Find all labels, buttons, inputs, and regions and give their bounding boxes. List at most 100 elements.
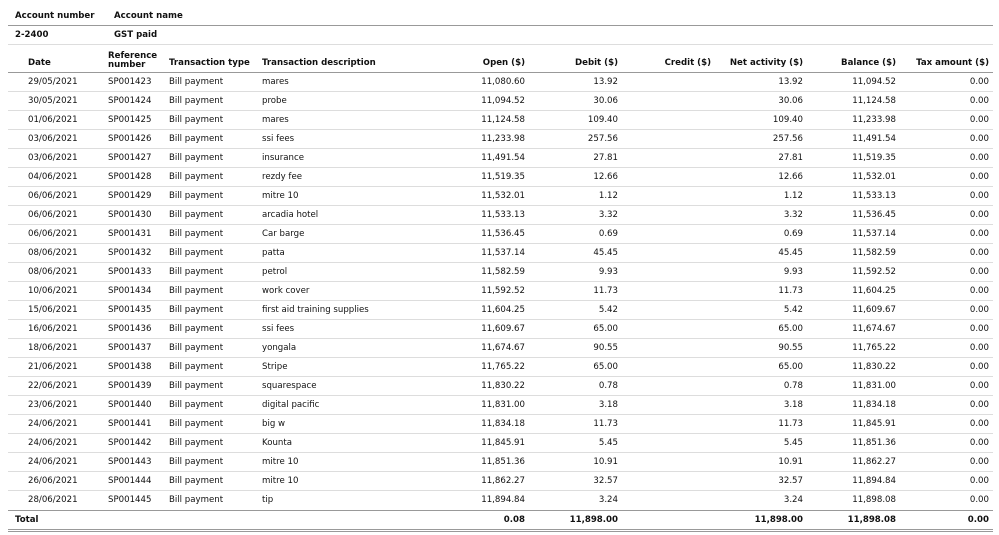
cell: 11,898.08 — [852, 495, 896, 505]
cell: 0.00 — [969, 115, 989, 125]
cell: 0.00 — [969, 343, 989, 353]
total-cell: 11,898.00 — [569, 515, 618, 525]
cell: Kounta — [262, 438, 292, 448]
rule — [8, 91, 993, 92]
cell: mares — [262, 115, 289, 125]
cell: 11,592.52 — [481, 286, 525, 296]
cell: Bill payment — [169, 115, 224, 125]
cell: 11,592.52 — [852, 267, 896, 277]
cell: 11,834.18 — [481, 419, 525, 429]
cell: yongala — [262, 343, 297, 353]
cell: 11,491.54 — [852, 134, 896, 144]
cell: mitre 10 — [262, 191, 299, 201]
cell: 10/06/2021 — [28, 286, 78, 296]
cell: 11.73 — [778, 286, 803, 296]
cell: SP001425 — [108, 115, 152, 125]
cell: 03/06/2021 — [28, 134, 78, 144]
cell: 24/06/2021 — [28, 419, 78, 429]
cell: rezdy fee — [262, 172, 303, 182]
cell: 11,831.00 — [481, 400, 525, 410]
cell: 11,582.59 — [852, 248, 896, 258]
cell: Bill payment — [169, 191, 224, 201]
cell: 0.78 — [783, 381, 803, 391]
cell: 9.93 — [783, 267, 803, 277]
cell: SP001423 — [108, 77, 152, 87]
cell: 11,851.36 — [481, 457, 525, 467]
cell: 11,532.01 — [481, 191, 525, 201]
cell: 11,674.67 — [481, 343, 525, 353]
cell: 27.81 — [778, 153, 803, 163]
cell: 04/06/2021 — [28, 172, 78, 182]
rule — [8, 110, 993, 111]
cell: 5.45 — [598, 438, 618, 448]
cell: 257.56 — [587, 134, 618, 144]
cell: 11,894.84 — [852, 476, 896, 486]
cell: Bill payment — [169, 457, 224, 467]
rule — [8, 490, 993, 491]
total-cell: 11,898.08 — [847, 515, 896, 525]
total-cell: 11,898.00 — [754, 515, 803, 525]
rule — [8, 357, 993, 358]
cell: 11,894.84 — [481, 495, 525, 505]
cell: 11,533.13 — [852, 191, 896, 201]
cell: SP001424 — [108, 96, 152, 106]
cell: SP001433 — [108, 267, 152, 277]
rule — [8, 224, 993, 225]
cell: work cover — [262, 286, 310, 296]
cell: 13.92 — [778, 77, 803, 87]
cell: 08/06/2021 — [28, 248, 78, 258]
rule — [8, 243, 993, 244]
cell: SP001429 — [108, 191, 152, 201]
cell: Car barge — [262, 229, 305, 239]
cell: Bill payment — [169, 210, 224, 220]
cell: big w — [262, 419, 286, 429]
cell: 23/06/2021 — [28, 400, 78, 410]
cell: 11,519.35 — [481, 172, 525, 182]
cell: 08/06/2021 — [28, 267, 78, 277]
cell: 45.45 — [778, 248, 803, 258]
rule — [8, 395, 993, 396]
cell: 06/06/2021 — [28, 191, 78, 201]
rule — [8, 433, 993, 434]
cell: SP001437 — [108, 343, 152, 353]
cell: 0.00 — [969, 77, 989, 87]
rule — [8, 300, 993, 301]
cell: SP001432 — [108, 248, 152, 258]
cell: 11,536.45 — [852, 210, 896, 220]
total-cell: Total — [15, 515, 39, 525]
column-header: Reference number — [108, 51, 158, 70]
cell: 11,845.91 — [852, 419, 896, 429]
cell: 11,609.67 — [852, 305, 896, 315]
cell: ssi fees — [262, 324, 295, 334]
cell: mitre 10 — [262, 476, 299, 486]
cell: 21/06/2021 — [28, 362, 78, 372]
cell: 0.00 — [969, 96, 989, 106]
cell: 11,830.22 — [481, 381, 525, 391]
cell: mitre 10 — [262, 457, 299, 467]
column-header: Debit ($) — [575, 58, 618, 68]
cell: 0.00 — [969, 267, 989, 277]
cell: 11,851.36 — [852, 438, 896, 448]
cell: 26/06/2021 — [28, 476, 78, 486]
cell: 06/06/2021 — [28, 229, 78, 239]
rule — [8, 338, 993, 339]
cell: 0.00 — [969, 210, 989, 220]
cell: 32.57 — [778, 476, 803, 486]
cell: Bill payment — [169, 400, 224, 410]
cell: 16/06/2021 — [28, 324, 78, 334]
cell: 11,831.00 — [852, 381, 896, 391]
rule — [8, 72, 993, 73]
rule — [8, 25, 993, 26]
column-header: Credit ($) — [664, 58, 711, 68]
cell: 06/06/2021 — [28, 210, 78, 220]
cell: first aid training supplies — [262, 305, 369, 315]
total-cell: 0.08 — [503, 515, 525, 525]
cell: 11,094.52 — [852, 77, 896, 87]
cell: Bill payment — [169, 362, 224, 372]
column-header: Open ($) — [482, 58, 525, 68]
column-header: Transaction type — [169, 58, 250, 68]
cell: 0.00 — [969, 305, 989, 315]
cell: SP001427 — [108, 153, 152, 163]
rule — [8, 531, 993, 532]
cell: 0.00 — [969, 419, 989, 429]
